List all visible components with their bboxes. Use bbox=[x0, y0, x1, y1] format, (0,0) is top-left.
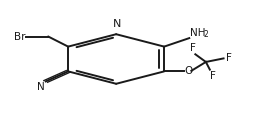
Text: F: F bbox=[226, 53, 232, 63]
Text: 2: 2 bbox=[204, 30, 208, 39]
Text: Br: Br bbox=[14, 32, 25, 42]
Text: F: F bbox=[210, 71, 216, 81]
Text: N: N bbox=[113, 19, 121, 29]
Text: F: F bbox=[190, 43, 196, 53]
Text: NH: NH bbox=[190, 27, 206, 38]
Text: N: N bbox=[37, 82, 44, 92]
Text: O: O bbox=[185, 66, 193, 76]
